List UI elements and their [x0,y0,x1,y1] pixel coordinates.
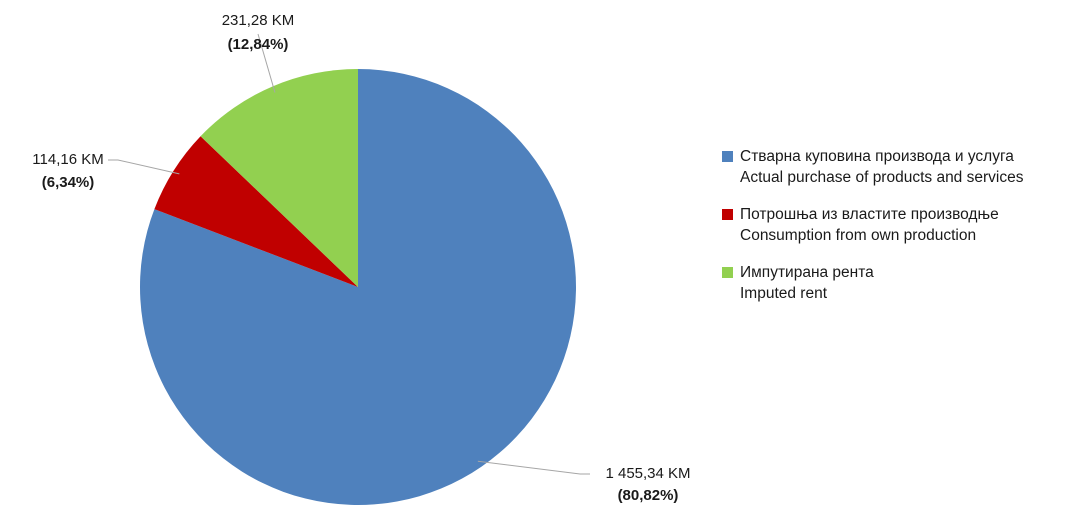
data-label-percent-3: (12,84%) [228,36,289,53]
legend-swatch-1 [722,151,733,162]
chart-legend: Стварна куповина производа и услуга Actua… [722,146,1062,320]
pie-slice-3 [200,69,358,287]
data-label-value-2: 114,16 KM [32,151,103,168]
data-label-value-3: 231,28 KM [222,12,295,29]
legend-label-primary-2: Потрошња из властите производње [740,206,999,223]
legend-label-primary-3: Импутирана рента [740,264,874,281]
leader-line-2 [108,159,180,175]
data-label-percent-1: (80,82%) [618,487,679,504]
legend-swatch-3 [722,267,733,278]
pie-slice-2 [154,136,358,287]
data-label-percent-2: (6,34%) [42,174,95,191]
legend-label-secondary-3: Imputed rent [740,285,828,302]
data-label-value-1: 1 455,34 KM [605,465,690,482]
leader-line-3 [257,33,276,93]
legend-label-secondary-1: Actual purchase of products and services [740,169,1024,186]
legend-swatch-2 [722,209,733,220]
legend-item-1: Стварна куповина производа и услуга Actua… [722,146,1062,188]
leader-line-1 [477,460,590,475]
legend-item-2: Потрошња из властите производње Consumpti… [722,204,1062,246]
legend-label-secondary-2: Consumption from own production [740,227,977,244]
legend-label-primary-1: Стварна куповина производа и услуга [740,148,1014,165]
legend-item-3: Импутирана рента Imputed rent [722,262,1062,304]
